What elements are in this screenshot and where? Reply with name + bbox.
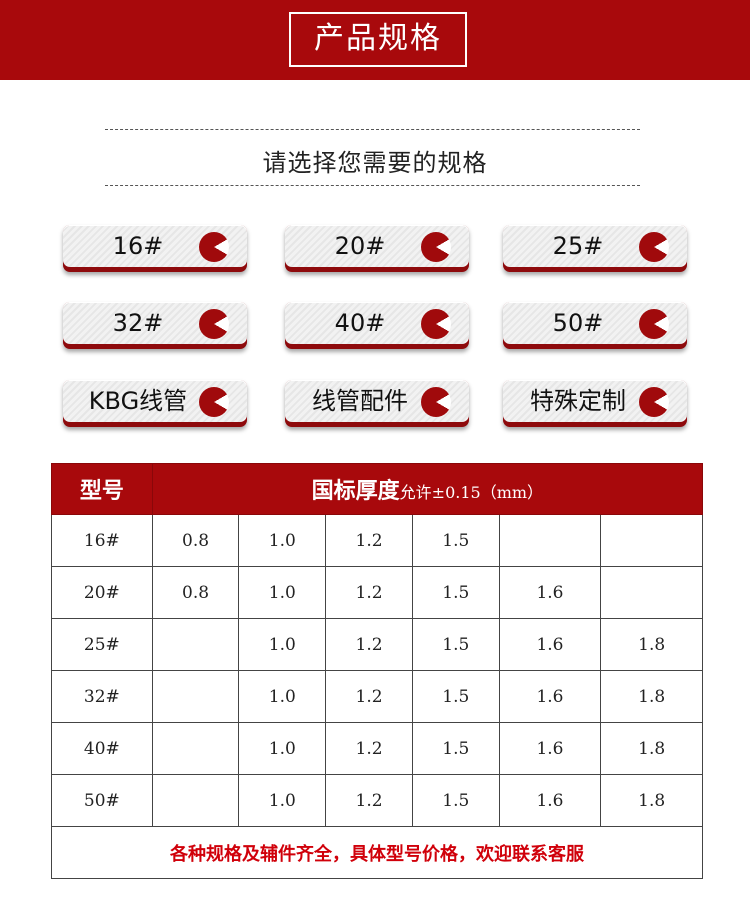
table-row: 50# 1.0 1.2 1.5 1.6 1.8	[51, 774, 703, 827]
thickness-cell: 1.5	[411, 670, 500, 723]
thickness-cell: 1.0	[238, 722, 327, 775]
thickness-cell: 1.0	[238, 670, 327, 723]
pie-icon	[639, 309, 669, 339]
button-face: 16#	[63, 225, 247, 267]
thickness-cell: 1.0	[238, 514, 327, 567]
thickness-cell: 1.8	[600, 722, 703, 775]
button-face: 25#	[503, 225, 687, 267]
pie-icon	[639, 232, 669, 262]
button-face: 线管配件	[285, 380, 469, 422]
model-cell: 16#	[51, 514, 153, 567]
pie-icon	[199, 387, 229, 417]
thickness-label: 国标厚度	[311, 478, 400, 504]
pie-icon	[639, 387, 669, 417]
spec-button[interactable]: 20#	[285, 225, 469, 272]
table-row: 32# 1.0 1.2 1.5 1.6 1.8	[51, 670, 703, 723]
thickness-cell: 1.2	[325, 618, 413, 671]
model-cell: 20#	[51, 566, 153, 619]
thickness-cell	[600, 566, 703, 619]
thickness-cell: 1.5	[411, 722, 500, 775]
thickness-cell: 1.0	[238, 618, 327, 671]
button-face: 50#	[503, 302, 687, 344]
divider	[105, 129, 640, 130]
header-thickness: 国标厚度允许±0.15（mm）	[151, 463, 704, 515]
button-label: 40#	[334, 309, 386, 337]
table-row: 20# 0.8 1.0 1.2 1.5 1.6	[51, 566, 703, 619]
button-face: KBG线管	[63, 380, 247, 422]
spec-button[interactable]: KBG线管	[63, 380, 247, 427]
button-label: 线管配件	[312, 387, 408, 415]
table-row: 25# 1.0 1.2 1.5 1.6 1.8	[51, 618, 703, 671]
button-label: 16#	[112, 232, 164, 260]
spec-button[interactable]: 25#	[503, 225, 687, 272]
model-cell: 40#	[51, 722, 153, 775]
thickness-cell: 0.8	[151, 566, 240, 619]
pie-icon	[199, 232, 229, 262]
pie-icon	[421, 232, 451, 262]
spec-button[interactable]: 16#	[63, 225, 247, 272]
thickness-cell: 1.6	[498, 566, 602, 619]
button-label: 32#	[112, 309, 164, 337]
header-banner: 产品规格	[0, 0, 750, 80]
button-face: 特殊定制	[503, 380, 687, 422]
thickness-cell: 1.5	[411, 774, 500, 827]
thickness-cell	[151, 618, 240, 671]
button-label: 25#	[552, 232, 604, 260]
spec-button[interactable]: 40#	[285, 302, 469, 349]
model-cell: 25#	[51, 618, 153, 671]
table-row: 40# 1.0 1.2 1.5 1.6 1.8	[51, 722, 703, 775]
thickness-cell	[151, 722, 240, 775]
thickness-cell: 1.6	[498, 774, 602, 827]
button-face: 32#	[63, 302, 247, 344]
model-cell: 32#	[51, 670, 153, 723]
thickness-cell: 1.6	[498, 722, 602, 775]
button-label: 50#	[552, 309, 604, 337]
button-label: KBG线管	[88, 387, 188, 415]
thickness-cell: 1.0	[238, 774, 327, 827]
thickness-cell: 1.6	[498, 670, 602, 723]
thickness-cell: 1.2	[325, 566, 413, 619]
pie-icon	[199, 309, 229, 339]
thickness-cell: 1.2	[325, 774, 413, 827]
table-row: 16# 0.8 1.0 1.2 1.5	[51, 514, 703, 567]
model-cell: 50#	[51, 774, 153, 827]
spec-button[interactable]: 线管配件	[285, 380, 469, 427]
thickness-cell: 1.2	[325, 670, 413, 723]
thickness-cell: 1.5	[411, 566, 500, 619]
header-model: 型号	[51, 463, 153, 515]
thickness-cell: 1.2	[325, 514, 413, 567]
thickness-cell	[600, 514, 703, 567]
button-label: 特殊定制	[530, 387, 626, 415]
pie-icon	[421, 309, 451, 339]
thickness-cell: 0.8	[151, 514, 240, 567]
thickness-cell: 1.8	[600, 774, 703, 827]
thickness-cell: 1.0	[238, 566, 327, 619]
footer-note: 各种规格及辅件齐全，具体型号价格，欢迎联系客服	[51, 826, 703, 879]
thickness-cell: 1.6	[498, 618, 602, 671]
divider	[105, 185, 640, 186]
spec-button[interactable]: 特殊定制	[503, 380, 687, 427]
spec-button[interactable]: 32#	[63, 302, 247, 349]
spec-table: 型号 国标厚度允许±0.15（mm） 16# 0.8 1.0 1.2 1.5 20# 0.8…	[51, 463, 704, 879]
button-face: 20#	[285, 225, 469, 267]
thickness-cell: 1.5	[411, 618, 500, 671]
tolerance-label: 允许±0.15（mm）	[399, 483, 544, 502]
pie-icon	[421, 387, 451, 417]
thickness-cell	[498, 514, 602, 567]
thickness-cell: 1.8	[600, 670, 703, 723]
spec-button[interactable]: 50#	[503, 302, 687, 349]
page-title: 产品规格	[289, 12, 467, 67]
thickness-cell: 1.8	[600, 618, 703, 671]
thickness-cell: 1.2	[325, 722, 413, 775]
section-subtitle: 请选择您需要的规格	[262, 149, 488, 177]
button-face: 40#	[285, 302, 469, 344]
thickness-cell	[151, 670, 240, 723]
thickness-cell: 1.5	[411, 514, 500, 567]
thickness-cell	[151, 774, 240, 827]
button-label: 20#	[334, 232, 386, 260]
